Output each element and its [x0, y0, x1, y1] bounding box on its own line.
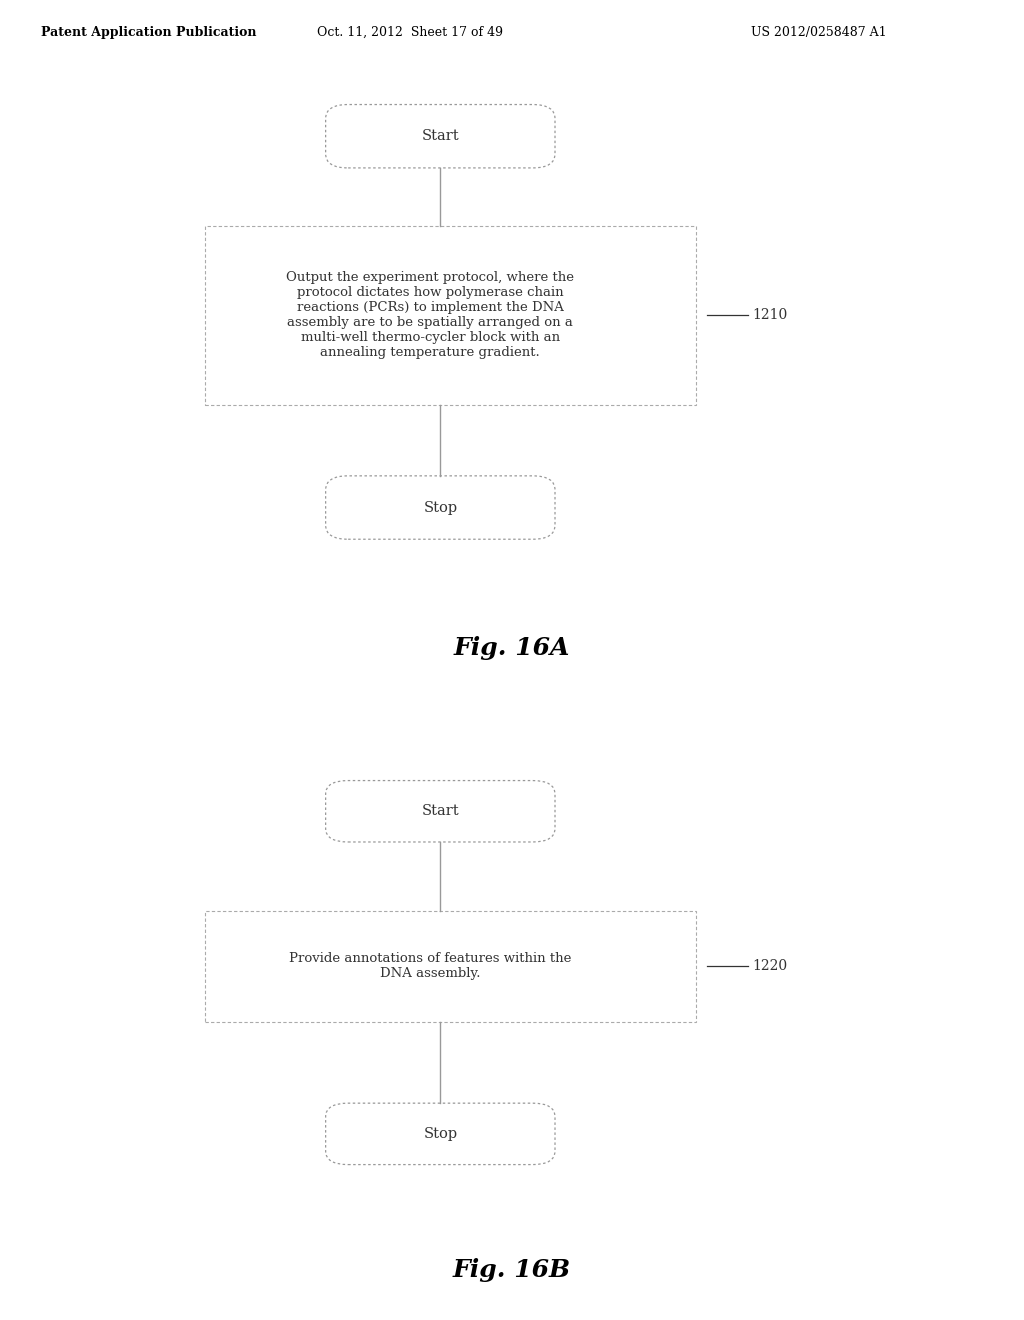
- Text: Provide annotations of features within the
DNA assembly.: Provide annotations of features within t…: [289, 952, 571, 981]
- Text: Oct. 11, 2012  Sheet 17 of 49: Oct. 11, 2012 Sheet 17 of 49: [316, 26, 503, 40]
- Text: Stop: Stop: [423, 500, 458, 515]
- Text: Start: Start: [422, 129, 459, 144]
- Text: 1210: 1210: [753, 309, 787, 322]
- Text: Start: Start: [422, 804, 459, 818]
- Text: US 2012/0258487 A1: US 2012/0258487 A1: [752, 26, 887, 40]
- Text: Patent Application Publication: Patent Application Publication: [41, 26, 256, 40]
- Text: Stop: Stop: [423, 1127, 458, 1140]
- Text: 1220: 1220: [753, 960, 787, 973]
- Text: Output the experiment protocol, where the
protocol dictates how polymerase chain: Output the experiment protocol, where th…: [286, 272, 574, 359]
- Text: Fig. 16A: Fig. 16A: [454, 636, 570, 660]
- Text: Fig. 16B: Fig. 16B: [453, 1258, 571, 1282]
